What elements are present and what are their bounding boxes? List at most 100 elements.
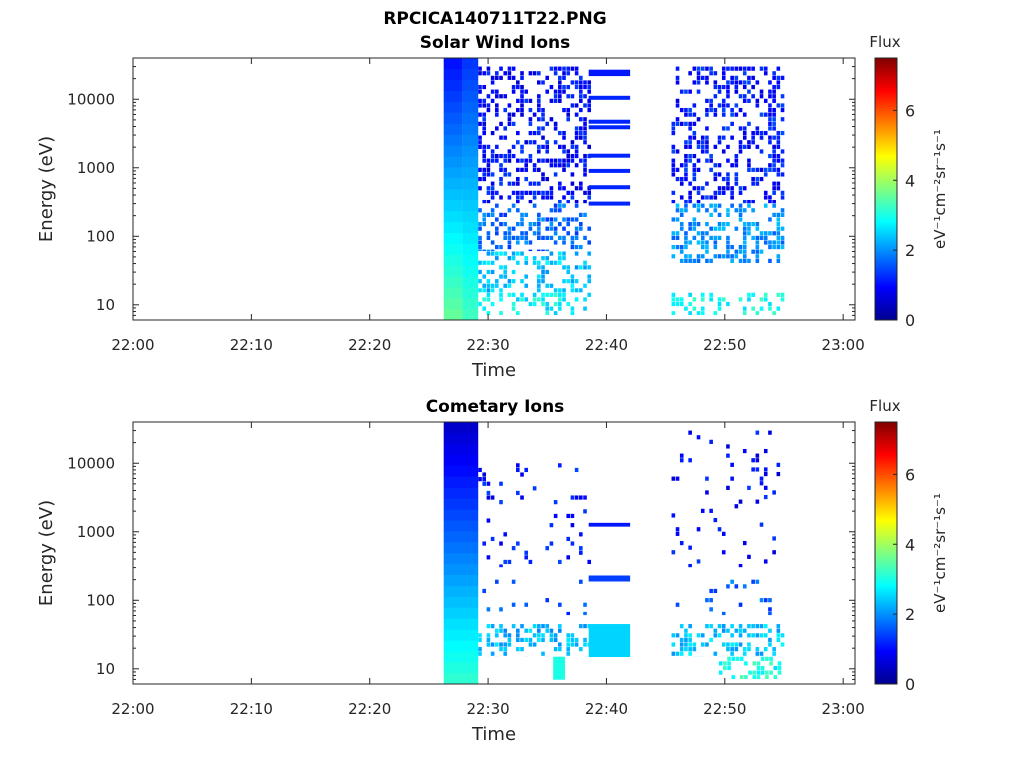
spectrogram-cell bbox=[721, 550, 726, 555]
spectrogram-cell bbox=[726, 144, 730, 149]
spectrogram-cell bbox=[588, 168, 631, 173]
spectrogram-cell bbox=[579, 135, 583, 140]
spectrogram-cell bbox=[679, 624, 684, 629]
spectrogram-cell bbox=[486, 637, 491, 643]
spectrogram-cell bbox=[566, 279, 571, 284]
spectrogram-cell bbox=[742, 540, 747, 546]
spectrogram-cell bbox=[675, 149, 680, 154]
spectrogram-cell bbox=[511, 181, 516, 186]
spectrogram-cell bbox=[751, 135, 755, 140]
spectrogram-cell bbox=[495, 256, 499, 261]
spectrogram-cell bbox=[566, 642, 571, 647]
spectrogram-cell bbox=[675, 66, 680, 71]
spectrogram-cell bbox=[516, 490, 520, 496]
x-tick-label: 22:10 bbox=[230, 700, 273, 718]
spectrogram-cell bbox=[587, 103, 592, 108]
spectrogram-cell bbox=[490, 153, 495, 159]
spectrogram-cell bbox=[772, 231, 776, 236]
spectrogram-cell bbox=[507, 240, 512, 245]
spectrogram-cell bbox=[726, 647, 730, 652]
spectrogram-cell bbox=[759, 306, 764, 311]
spectrogram-cell bbox=[713, 172, 718, 177]
spectrogram-cell bbox=[588, 119, 631, 124]
spectrogram-cell bbox=[524, 256, 529, 261]
spectrogram-cells bbox=[443, 422, 785, 685]
spectrogram-cell bbox=[558, 221, 562, 227]
spectrogram-cell bbox=[756, 675, 761, 680]
spectrogram-cell bbox=[511, 579, 516, 584]
spectrogram-cell bbox=[760, 665, 765, 671]
spectrogram-cell bbox=[511, 546, 516, 551]
spectrogram-cell bbox=[768, 217, 772, 222]
spectrogram-cell bbox=[574, 467, 579, 473]
spectrogram-cell bbox=[537, 221, 541, 227]
spectrogram-cell bbox=[583, 121, 587, 126]
spectrogram-cell bbox=[705, 490, 709, 495]
spectrogram-cell bbox=[688, 126, 692, 131]
spectrogram-cell bbox=[462, 287, 479, 299]
spectrogram-cell bbox=[541, 235, 545, 240]
spectrogram-cell bbox=[499, 244, 503, 250]
spectrogram-cell bbox=[742, 448, 747, 454]
spectrogram-cell bbox=[671, 190, 676, 195]
spectrogram-cell bbox=[553, 240, 558, 245]
spectrogram-cell bbox=[692, 121, 697, 126]
spectrogram-cell bbox=[558, 624, 562, 629]
spectrogram-cell bbox=[759, 66, 764, 71]
spectrogram-cell bbox=[742, 71, 747, 76]
spectrogram-cell bbox=[776, 624, 781, 629]
spectrogram-cell bbox=[541, 274, 545, 279]
spectrogram-cell bbox=[579, 244, 583, 250]
spectrogram-cell bbox=[562, 235, 566, 240]
spectrogram-cell bbox=[482, 212, 487, 217]
spectrogram-cell bbox=[443, 287, 463, 299]
spectrogram-cell bbox=[726, 84, 730, 90]
spectrogram-cell bbox=[537, 265, 541, 270]
spectrogram-cell bbox=[696, 221, 701, 227]
spectrogram-cell bbox=[717, 624, 722, 629]
spectrogram-cell bbox=[570, 288, 575, 293]
spectrogram-cell bbox=[696, 89, 701, 94]
spectrogram-cell bbox=[443, 520, 479, 532]
spectrogram-cell bbox=[545, 598, 550, 603]
spectrogram-cell bbox=[499, 541, 503, 546]
spectrogram-cell bbox=[759, 135, 764, 140]
spectrogram-cell bbox=[579, 226, 583, 231]
spectrogram-cell bbox=[537, 637, 541, 643]
spectrogram-cell bbox=[755, 430, 760, 435]
spectrogram-cell bbox=[776, 226, 781, 231]
spectrogram-cell bbox=[537, 212, 541, 217]
spectrogram-cell bbox=[462, 123, 479, 135]
spectrogram-cell bbox=[478, 467, 482, 473]
spectrogram-cell bbox=[553, 71, 558, 76]
spectrogram-cell bbox=[511, 301, 516, 307]
spectrogram-cell bbox=[579, 80, 583, 85]
spectrogram-cell bbox=[776, 217, 781, 222]
spectrogram-cell bbox=[684, 306, 688, 311]
spectrogram-cell bbox=[570, 306, 575, 311]
spectrogram-cell bbox=[495, 89, 499, 94]
spectrogram-cell bbox=[490, 288, 495, 293]
spectrogram-cell bbox=[566, 84, 571, 90]
spectrogram-cell bbox=[780, 163, 785, 168]
spectrogram-cell bbox=[507, 292, 512, 297]
spectrogram-cell bbox=[747, 647, 751, 652]
spectrogram-cell bbox=[558, 130, 562, 136]
spectrogram-cell bbox=[726, 94, 730, 99]
spectrogram-cell bbox=[495, 75, 499, 80]
spectrogram-cell bbox=[730, 642, 734, 647]
spectrogram-cell bbox=[726, 103, 730, 108]
spectrogram-cell bbox=[490, 283, 495, 288]
spectrogram-cell bbox=[688, 633, 692, 638]
spectrogram-cell bbox=[684, 172, 688, 177]
spectrogram-cell bbox=[537, 235, 541, 240]
spectrogram-cell bbox=[482, 283, 487, 288]
spectrogram-cell bbox=[478, 135, 482, 140]
spectrogram-cell bbox=[776, 633, 781, 638]
spectrogram-cell bbox=[583, 495, 587, 500]
spectrogram-cell bbox=[482, 249, 487, 252]
spectrogram-cell bbox=[587, 80, 592, 85]
spectrogram-cell bbox=[705, 195, 709, 200]
spectrogram-cell bbox=[721, 149, 726, 154]
